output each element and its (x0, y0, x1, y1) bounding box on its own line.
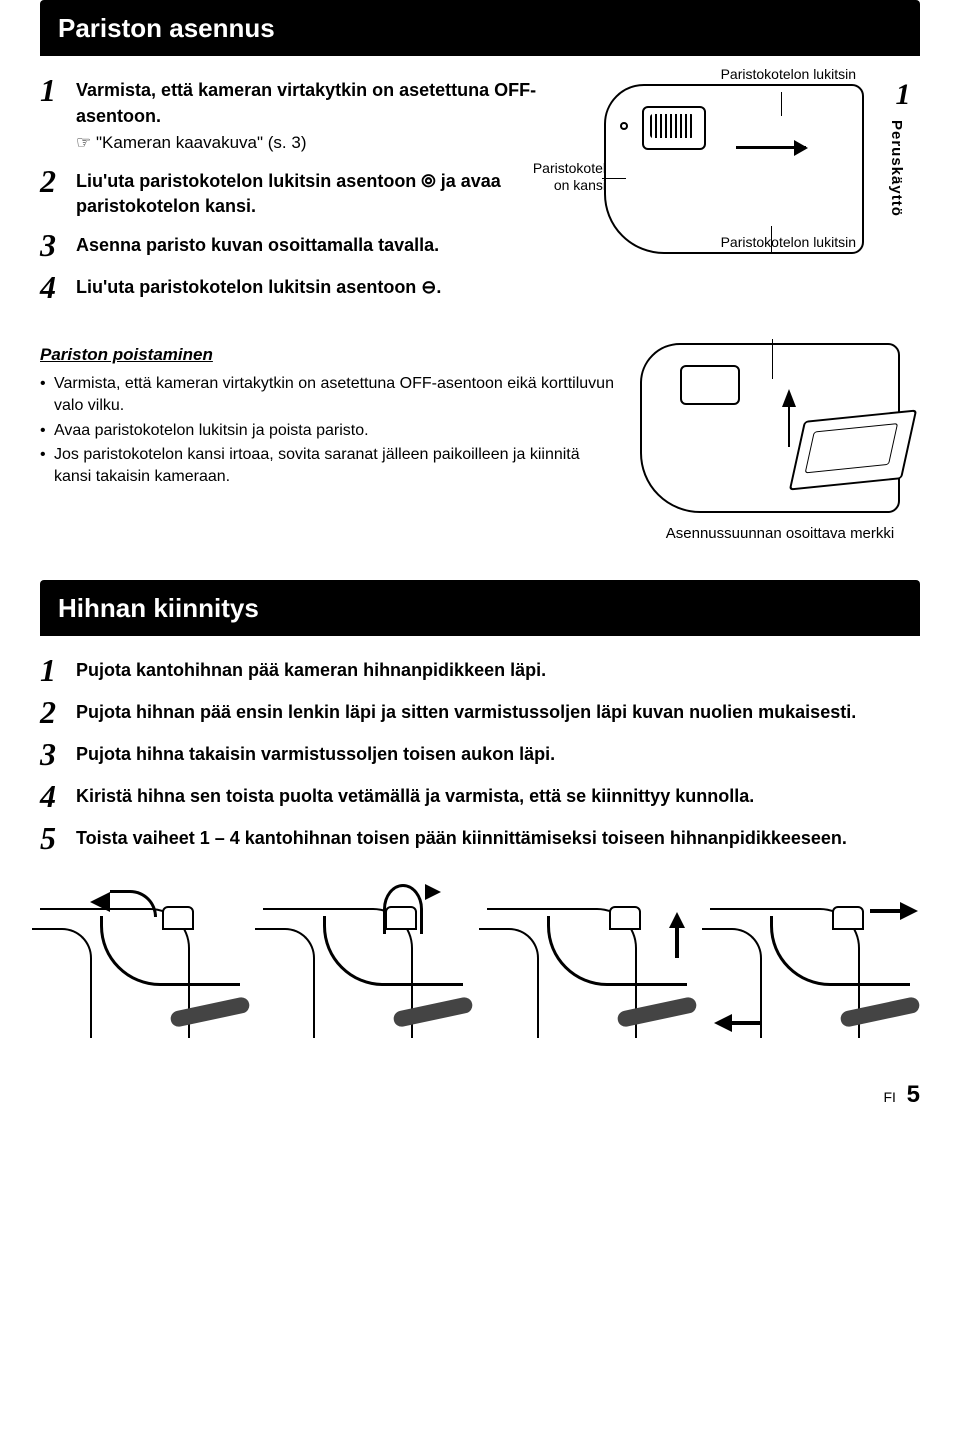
pointer-icon: ☞ (76, 131, 91, 155)
step-text: Pujota kantohihnan pää kameran hihnanpid… (76, 654, 920, 683)
step: 3 Pujota hihna takaisin varmistussoljen … (40, 738, 920, 770)
step: 3 Asenna paristo kuvan osoittamalla tava… (40, 229, 566, 261)
step-number: 3 (40, 738, 76, 770)
step-number: 1 (40, 74, 76, 106)
pull-arrow-left-icon (714, 1014, 732, 1032)
battery-steps: 1 Varmista, että kameran virtakytkin on … (40, 74, 566, 313)
step: 1 Varmista, että kameran virtakytkin on … (40, 74, 566, 154)
chapter-label: Peruskäyttö (886, 120, 907, 217)
battery-removal-diagram: Asennussuunnan osoittava merkki (640, 343, 920, 544)
step-sub-text: "Kameran kaavakuva" (s. 3) (96, 133, 307, 152)
step: 4 Liu'uta paristokotelon lukitsin asento… (40, 271, 566, 303)
camera-outline (640, 343, 900, 513)
step-number: 3 (40, 229, 76, 261)
strap-steps: 1 Pujota kantohihnan pää kameran hihnanp… (40, 654, 920, 854)
step: 5 Toista vaiheet 1 – 4 kantohihnan toise… (40, 822, 920, 854)
step-sub: ☞ "Kameran kaavakuva" (s. 3) (76, 131, 566, 155)
install-direction-label: Asennussuunnan osoittava merkki (640, 523, 920, 544)
removal-item: Varmista, että kameran virtakytkin on as… (54, 373, 620, 418)
diagram-label-lock-bottom: Paristokotelon lukitsin (721, 234, 856, 251)
strap-diagram-2 (263, 878, 473, 1038)
step-number: 2 (40, 165, 76, 197)
step-text: Toista vaiheet 1 – 4 kantohihnan toisen … (76, 822, 920, 851)
section-title-battery: Pariston asennus (40, 0, 920, 56)
step-main: Varmista, että kameran virtakytkin on as… (76, 80, 536, 125)
strap-diagram-4 (710, 878, 920, 1038)
step-text: Liu'uta paristokotelon lukitsin asentoon… (76, 271, 566, 300)
removal-item: Avaa paristokotelon lukitsin ja poista p… (54, 420, 620, 442)
strap-diagrams (40, 878, 920, 1038)
leader-line (772, 339, 773, 379)
insert-arrow-icon (782, 389, 796, 407)
chapter-tab: 1 Peruskäyttö (886, 74, 920, 217)
battery-removal-text: Pariston poistaminen Varmista, että kame… (40, 343, 620, 491)
indicator-dot (620, 122, 628, 130)
step-text: Pujota hihna takaisin varmistussoljen to… (76, 738, 920, 767)
step-text: Kiristä hihna sen toista puolta vetämäll… (76, 780, 920, 809)
strap-diagram-1 (40, 878, 250, 1038)
step-number: 4 (40, 271, 76, 303)
step-number: 4 (40, 780, 76, 812)
battery-icon (789, 409, 917, 490)
step-text: Asenna paristo kuvan osoittamalla tavall… (76, 229, 566, 258)
step: 4 Kiristä hihna sen toista puolta vetämä… (40, 780, 920, 812)
arrow-icon (425, 884, 441, 900)
step-text: Varmista, että kameran virtakytkin on as… (76, 74, 566, 154)
down-arrow-icon (669, 912, 685, 928)
diagram-label-lock-top: Paristokotelon lukitsin (721, 66, 856, 83)
page-footer: FI 5 (40, 1078, 920, 1112)
step-number: 5 (40, 822, 76, 854)
removal-item: Jos paristokotelon kansi irtoaa, sovita … (54, 444, 620, 489)
language-code: FI (883, 1089, 895, 1105)
step-number: 1 (40, 654, 76, 686)
step: 1 Pujota kantohihnan pää kameran hihnanp… (40, 654, 920, 686)
loop-icon (383, 884, 423, 934)
page-number: 5 (907, 1081, 920, 1108)
step-text: Pujota hihnan pää ensin lenkin läpi ja s… (76, 696, 920, 725)
chapter-number: 1 (886, 74, 920, 116)
step: 2 Liu'uta paristokotelon lukitsin asento… (40, 165, 566, 219)
strap-diagram-3 (487, 878, 697, 1038)
slide-arrow-icon (736, 146, 806, 164)
pull-arrow-right-icon (900, 902, 918, 920)
section-title-strap: Hihnan kiinnitys (40, 580, 920, 636)
removal-title: Pariston poistaminen (40, 343, 620, 367)
leader-line (781, 92, 782, 116)
battery-diagram: Paristokotelon lukitsin Paristokotel on … (586, 84, 866, 254)
leader-line (602, 178, 626, 179)
step-text: Liu'uta paristokotelon lukitsin asentoon… (76, 165, 566, 219)
step: 2 Pujota hihnan pää ensin lenkin läpi ja… (40, 696, 920, 728)
camera-outline (604, 84, 864, 254)
compartment-icon (680, 365, 740, 405)
diagram-label-cover: Paristokotel on kansi (516, 160, 606, 194)
curved-arrow-icon (90, 892, 110, 912)
step-number: 2 (40, 696, 76, 728)
